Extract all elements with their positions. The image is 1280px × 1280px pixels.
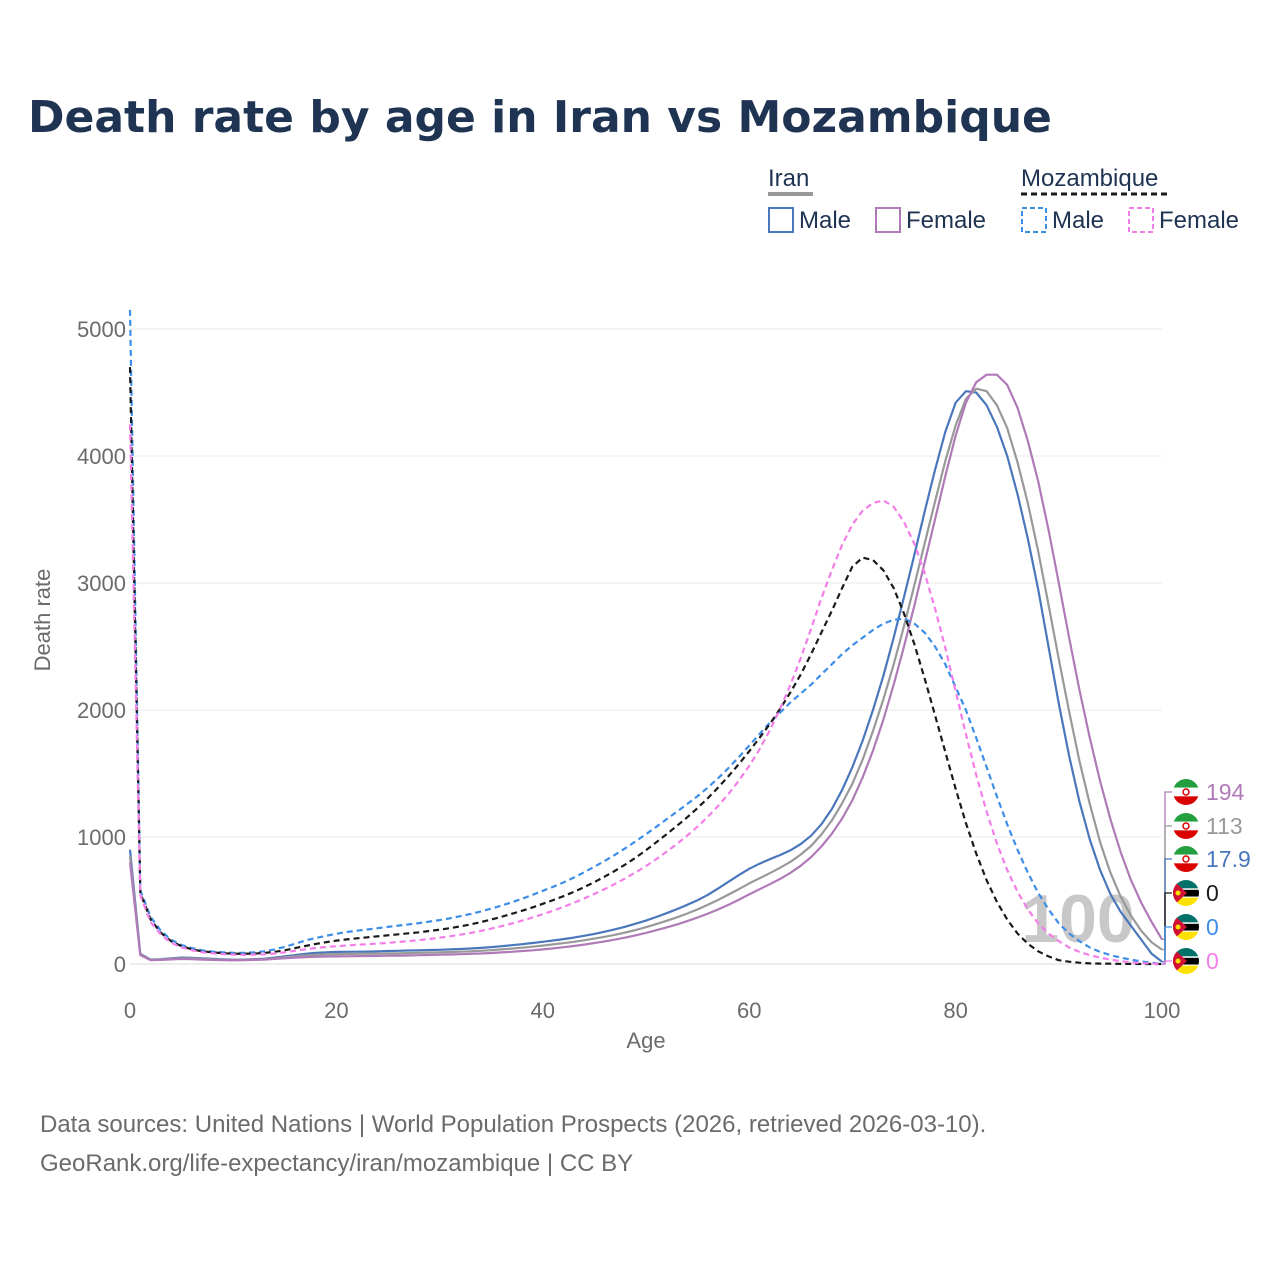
end-label-iran-male: 17.9	[1206, 846, 1251, 872]
legend-iran-male-swatch	[768, 207, 794, 233]
url-line: GeoRank.org/life-expectancy/iran/mozambi…	[40, 1150, 633, 1177]
legend-mozambique-male-label: Male	[1052, 207, 1104, 234]
x-tick-label: 80	[943, 998, 967, 1023]
y-tick-label: 1000	[77, 825, 126, 850]
end-label-connector	[1162, 960, 1172, 965]
legend-iran-male-label: Male	[799, 207, 851, 234]
y-tick-label: 0	[114, 952, 126, 977]
x-tick-label: 0	[124, 998, 136, 1023]
chart-title: Death rate by age in Iran vs Mozambique	[28, 92, 1052, 143]
y-tick-label: 5000	[77, 317, 126, 342]
end-label-iran-both: 113	[1206, 813, 1243, 839]
end-label-mozambique-female: 0	[1206, 948, 1219, 974]
legend-iran-female-label: Female	[906, 207, 986, 234]
source-line: Data sources: United Nations | World Pop…	[40, 1111, 986, 1138]
end-label-connector	[1162, 892, 1172, 965]
mozambique-flag-icon	[1173, 914, 1199, 940]
year-watermark: 100	[1021, 881, 1134, 957]
mozambique-flag-icon	[1173, 948, 1199, 974]
end-label-mozambique-male: 0	[1206, 914, 1219, 940]
y-axis-ticks: 0 1000 2000 3000 4000 5000	[77, 317, 126, 977]
series-lines	[128, 309, 1163, 966]
legend-group-iran: Iran	[768, 165, 809, 192]
y-tick-label: 2000	[77, 698, 126, 723]
series-line-iran-male	[128, 390, 1163, 963]
x-tick-label: 60	[737, 998, 761, 1023]
legend-iran-female-swatch	[875, 207, 901, 233]
series-line-mozambique-female	[128, 424, 1163, 966]
end-label-connector	[1162, 926, 1172, 965]
legend-group-mozambique: Mozambique	[1021, 165, 1158, 192]
x-tick-label: 40	[531, 998, 555, 1023]
iran-flag-icon	[1173, 846, 1199, 872]
x-axis-title: Age	[626, 1028, 665, 1053]
legend: Iran Male Female Mozambique Male Female	[768, 165, 1239, 234]
end-labels: 194 113 17.9 0 0 0	[1162, 779, 1251, 974]
series-line-iran-female	[128, 373, 1163, 962]
x-tick-label: 100	[1144, 998, 1181, 1023]
mozambique-flag-icon	[1173, 880, 1199, 906]
end-label-iran-female: 194	[1206, 779, 1245, 805]
y-tick-label: 4000	[77, 444, 126, 469]
legend-mozambique-male-swatch	[1021, 207, 1047, 233]
series-line-mozambique-male	[128, 309, 1163, 966]
iran-flag-icon	[1173, 813, 1199, 839]
x-tick-label: 20	[324, 998, 348, 1023]
end-label-connector	[1162, 825, 1172, 951]
end-label-connector	[1162, 858, 1172, 963]
legend-mozambique-female-swatch	[1128, 207, 1154, 233]
iran-flag-icon	[1173, 779, 1199, 805]
series-line-iran-both	[128, 387, 1163, 962]
legend-mozambique-female-label: Female	[1159, 207, 1239, 234]
y-axis-title: Death rate	[30, 569, 55, 672]
end-label-mozambique-both: 0	[1206, 880, 1219, 906]
y-tick-label: 3000	[77, 571, 126, 596]
end-label-connector	[1162, 791, 1172, 941]
x-axis-ticks: 0 20 40 60 80 100	[124, 998, 1180, 1023]
gridlines	[130, 328, 1162, 965]
